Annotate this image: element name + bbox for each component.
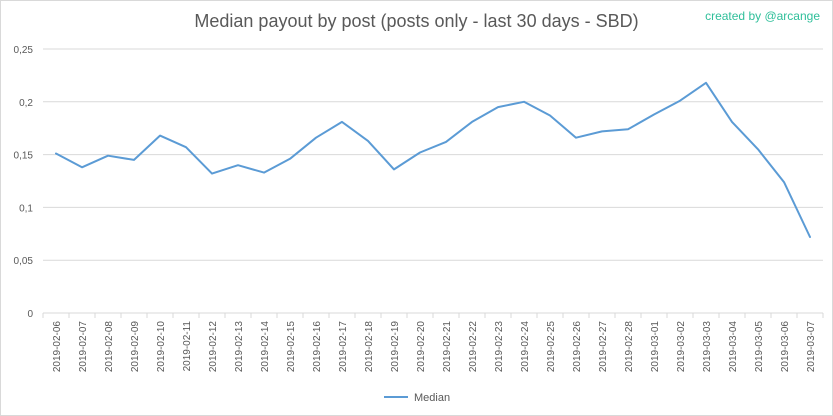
x-tick-label: 2019-02-07 — [78, 321, 89, 373]
x-tick-label: 2019-02-15 — [286, 321, 297, 373]
y-tick-label: 0,15 — [14, 151, 34, 162]
x-tick-label: 2019-02-19 — [390, 321, 401, 373]
x-tick-label: 2019-02-28 — [624, 321, 635, 373]
x-tick-label: 2019-02-09 — [130, 321, 141, 373]
x-tick-label: 2019-02-08 — [104, 321, 115, 373]
y-tick-label: 0,25 — [14, 45, 34, 56]
x-tick-label: 2019-03-02 — [676, 321, 687, 373]
x-tick-label: 2019-02-22 — [468, 321, 479, 373]
credit-label: created by @arcange — [705, 9, 820, 23]
x-tick-label: 2019-02-13 — [234, 321, 245, 373]
x-tick-label: 2019-02-26 — [572, 321, 583, 373]
x-tick-label: 2019-02-10 — [156, 321, 167, 373]
x-tick-label: 2019-03-06 — [780, 321, 791, 373]
x-tick-label: 2019-02-17 — [338, 321, 349, 373]
x-tick-label: 2019-02-21 — [442, 321, 453, 373]
y-tick-label: 0,05 — [14, 256, 34, 267]
y-tick-label: 0,1 — [19, 203, 33, 214]
x-tick-label: 2019-02-25 — [546, 321, 557, 373]
series-line-median — [55, 81, 811, 238]
x-tick-label: 2019-03-07 — [806, 321, 817, 373]
x-tick-label: 2019-02-06 — [52, 321, 63, 373]
x-tick-label: 2019-02-14 — [260, 321, 271, 373]
x-tick-label: 2019-03-01 — [650, 321, 661, 373]
x-tick-label: 2019-03-03 — [702, 321, 713, 373]
x-tick-label: 2019-02-20 — [416, 321, 427, 373]
x-tick-label: 2019-02-27 — [598, 321, 609, 373]
legend-label: Median — [414, 392, 450, 404]
chart-title: Median payout by post (posts only - last… — [194, 11, 639, 31]
x-tick-label: 2019-02-12 — [208, 321, 219, 373]
x-tick-label: 2019-02-16 — [312, 321, 323, 373]
x-tick-label: 2019-02-24 — [520, 321, 531, 373]
x-tick-label: 2019-02-23 — [494, 321, 505, 373]
y-tick-label: 0,2 — [19, 98, 33, 109]
x-tick-label: 2019-02-11 — [182, 321, 193, 372]
x-tick-label: 2019-03-05 — [754, 321, 765, 373]
y-tick-label: 0 — [27, 309, 33, 320]
x-tick-label: 2019-03-04 — [728, 321, 739, 373]
x-tick-label: 2019-02-18 — [364, 321, 375, 373]
